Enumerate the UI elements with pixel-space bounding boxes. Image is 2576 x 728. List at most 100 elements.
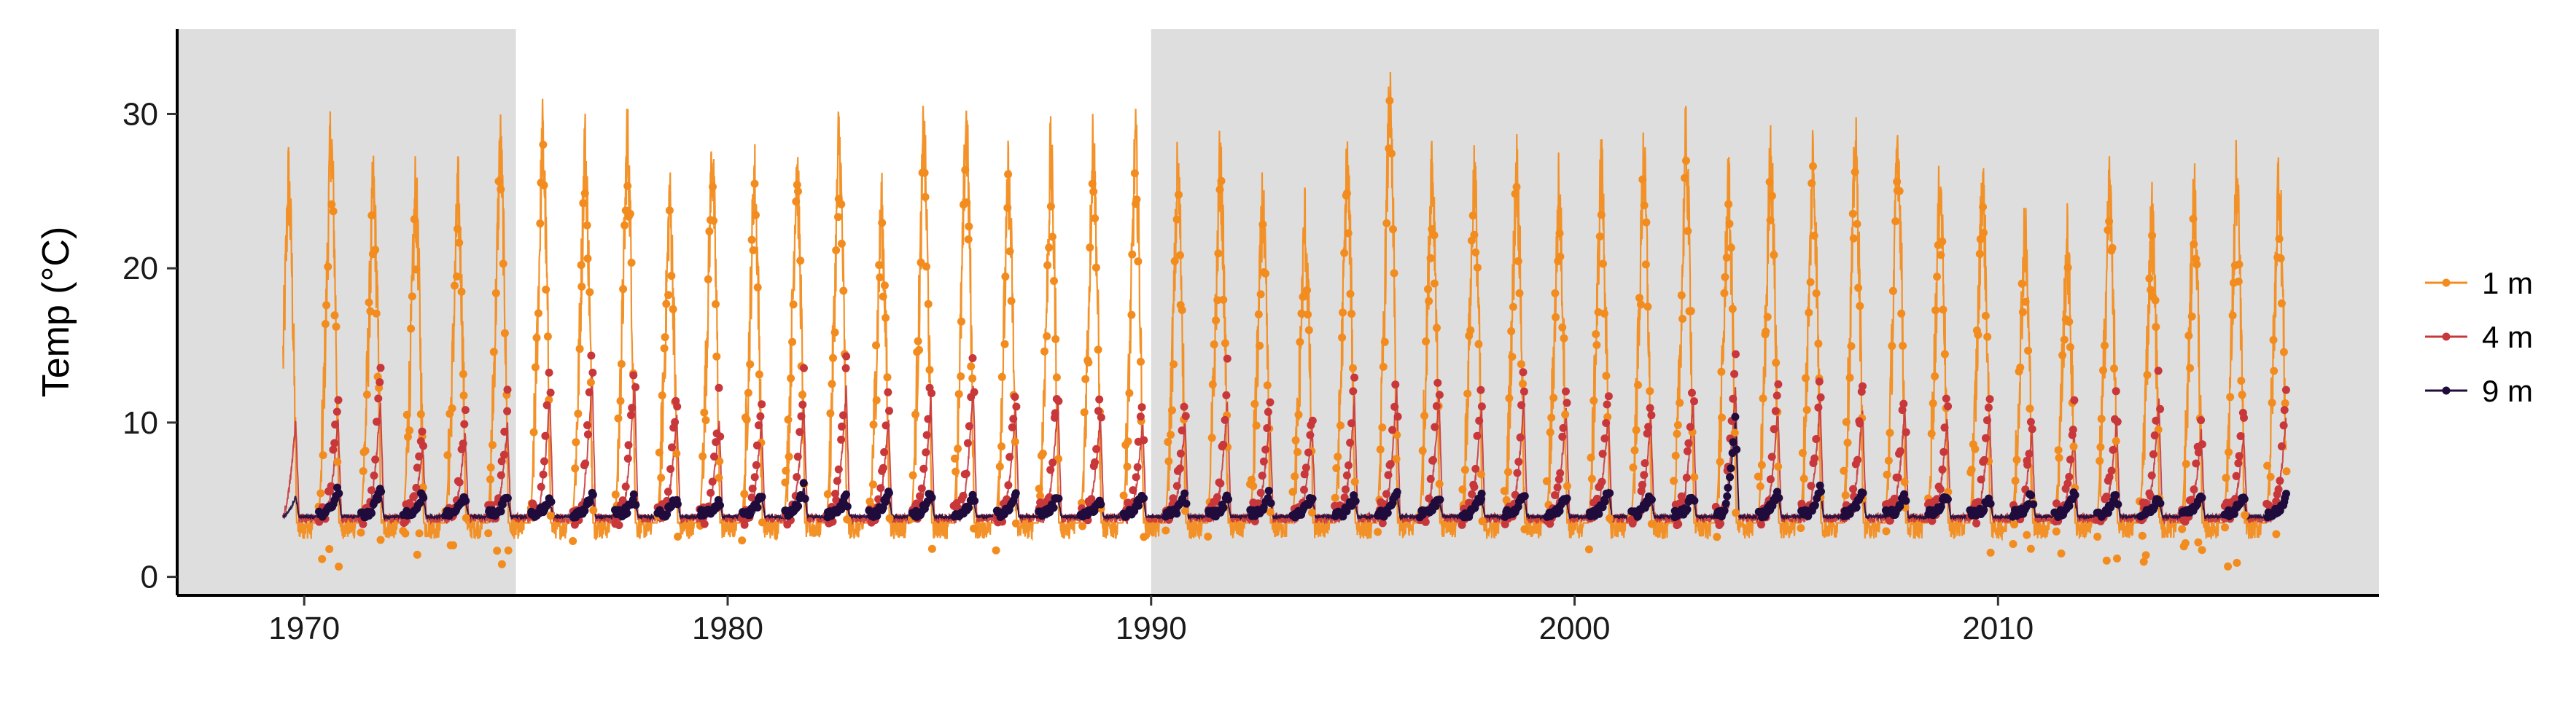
data-point bbox=[1382, 490, 1390, 498]
data-point bbox=[1765, 178, 1774, 187]
data-point bbox=[2281, 399, 2289, 407]
data-point bbox=[457, 287, 466, 296]
data-point bbox=[1974, 331, 1982, 339]
data-point bbox=[1592, 494, 1601, 503]
data-point bbox=[2107, 466, 2116, 475]
data-point bbox=[2141, 551, 2150, 560]
data-point bbox=[1422, 337, 1431, 345]
data-point bbox=[1349, 387, 1358, 396]
data-point bbox=[1089, 187, 1098, 196]
data-point bbox=[781, 478, 790, 487]
data-point bbox=[1380, 337, 1389, 346]
data-point bbox=[1984, 403, 1993, 412]
data-point bbox=[459, 391, 468, 400]
data-point bbox=[1475, 416, 1484, 425]
data-point bbox=[1219, 295, 1228, 304]
data-point bbox=[1982, 434, 1990, 442]
data-point bbox=[2071, 490, 2079, 499]
data-point bbox=[1646, 404, 1654, 412]
data-point bbox=[1473, 431, 1482, 440]
data-point bbox=[787, 374, 795, 383]
data-point bbox=[842, 352, 851, 361]
data-point bbox=[1390, 402, 1399, 411]
data-point bbox=[451, 281, 459, 290]
data-point bbox=[1137, 357, 1145, 366]
data-point bbox=[1684, 227, 1692, 235]
data-point bbox=[747, 493, 756, 502]
data-point bbox=[2237, 377, 2246, 385]
data-point bbox=[332, 407, 341, 416]
data-point bbox=[1471, 248, 1480, 257]
data-point bbox=[2114, 500, 2122, 509]
data-point bbox=[1561, 410, 1570, 419]
data-point bbox=[1046, 202, 1055, 211]
data-point bbox=[1474, 340, 1483, 348]
data-point bbox=[462, 496, 470, 505]
data-point bbox=[1886, 428, 1894, 437]
data-point bbox=[1221, 415, 1229, 424]
data-point bbox=[2263, 461, 2272, 470]
data-point bbox=[1008, 423, 1016, 431]
data-point bbox=[1770, 251, 1778, 259]
data-point bbox=[875, 261, 884, 270]
data-point bbox=[626, 209, 634, 218]
data-point bbox=[491, 289, 500, 297]
data-point bbox=[2231, 495, 2239, 503]
data-point bbox=[367, 509, 375, 517]
data-point bbox=[793, 181, 801, 189]
data-point bbox=[497, 560, 506, 568]
data-point bbox=[1374, 528, 1382, 536]
data-point bbox=[922, 262, 930, 271]
data-point bbox=[749, 246, 758, 254]
data-point bbox=[1263, 424, 1272, 432]
data-point bbox=[371, 455, 380, 464]
data-point bbox=[872, 396, 881, 404]
data-point bbox=[793, 453, 802, 461]
data-point bbox=[957, 372, 965, 380]
data-point bbox=[914, 337, 922, 345]
data-point bbox=[628, 404, 637, 412]
data-point bbox=[1460, 466, 1469, 474]
data-point bbox=[588, 490, 597, 499]
data-point bbox=[746, 360, 755, 369]
data-point bbox=[2226, 393, 2235, 402]
data-point bbox=[1589, 396, 1598, 405]
data-point bbox=[416, 410, 425, 418]
data-point bbox=[2197, 416, 2206, 425]
data-point bbox=[1900, 477, 1909, 486]
data-point bbox=[331, 420, 340, 429]
data-point bbox=[1849, 485, 1858, 493]
data-point bbox=[2235, 452, 2244, 461]
data-point bbox=[1425, 297, 1433, 305]
data-point bbox=[758, 518, 766, 527]
data-point bbox=[1140, 436, 1148, 445]
x-tick-label: 1980 bbox=[692, 611, 763, 646]
data-point bbox=[1562, 387, 1570, 396]
data-point bbox=[1391, 380, 1400, 389]
data-point bbox=[716, 432, 725, 441]
data-point bbox=[1382, 219, 1391, 227]
data-point bbox=[620, 221, 629, 230]
data-point bbox=[1167, 431, 1175, 439]
data-point bbox=[2276, 477, 2284, 485]
data-point bbox=[587, 351, 596, 360]
data-point bbox=[752, 441, 761, 450]
data-point bbox=[2190, 240, 2198, 248]
data-point bbox=[1213, 296, 1222, 305]
data-point bbox=[2275, 235, 2284, 243]
data-point bbox=[1504, 468, 1512, 477]
data-point bbox=[882, 313, 890, 322]
data-point bbox=[1690, 473, 1699, 482]
data-point bbox=[2276, 254, 2285, 263]
data-point bbox=[2181, 539, 2190, 547]
y-tick-label: 20 bbox=[122, 251, 158, 286]
data-point bbox=[1849, 234, 1858, 243]
data-point bbox=[1686, 307, 1695, 316]
data-point bbox=[503, 385, 512, 394]
data-point bbox=[1592, 341, 1601, 349]
data-point bbox=[1814, 340, 1823, 348]
data-point bbox=[839, 411, 847, 420]
data-point bbox=[2102, 493, 2111, 501]
data-point bbox=[1432, 402, 1441, 410]
data-point bbox=[1549, 394, 1558, 402]
